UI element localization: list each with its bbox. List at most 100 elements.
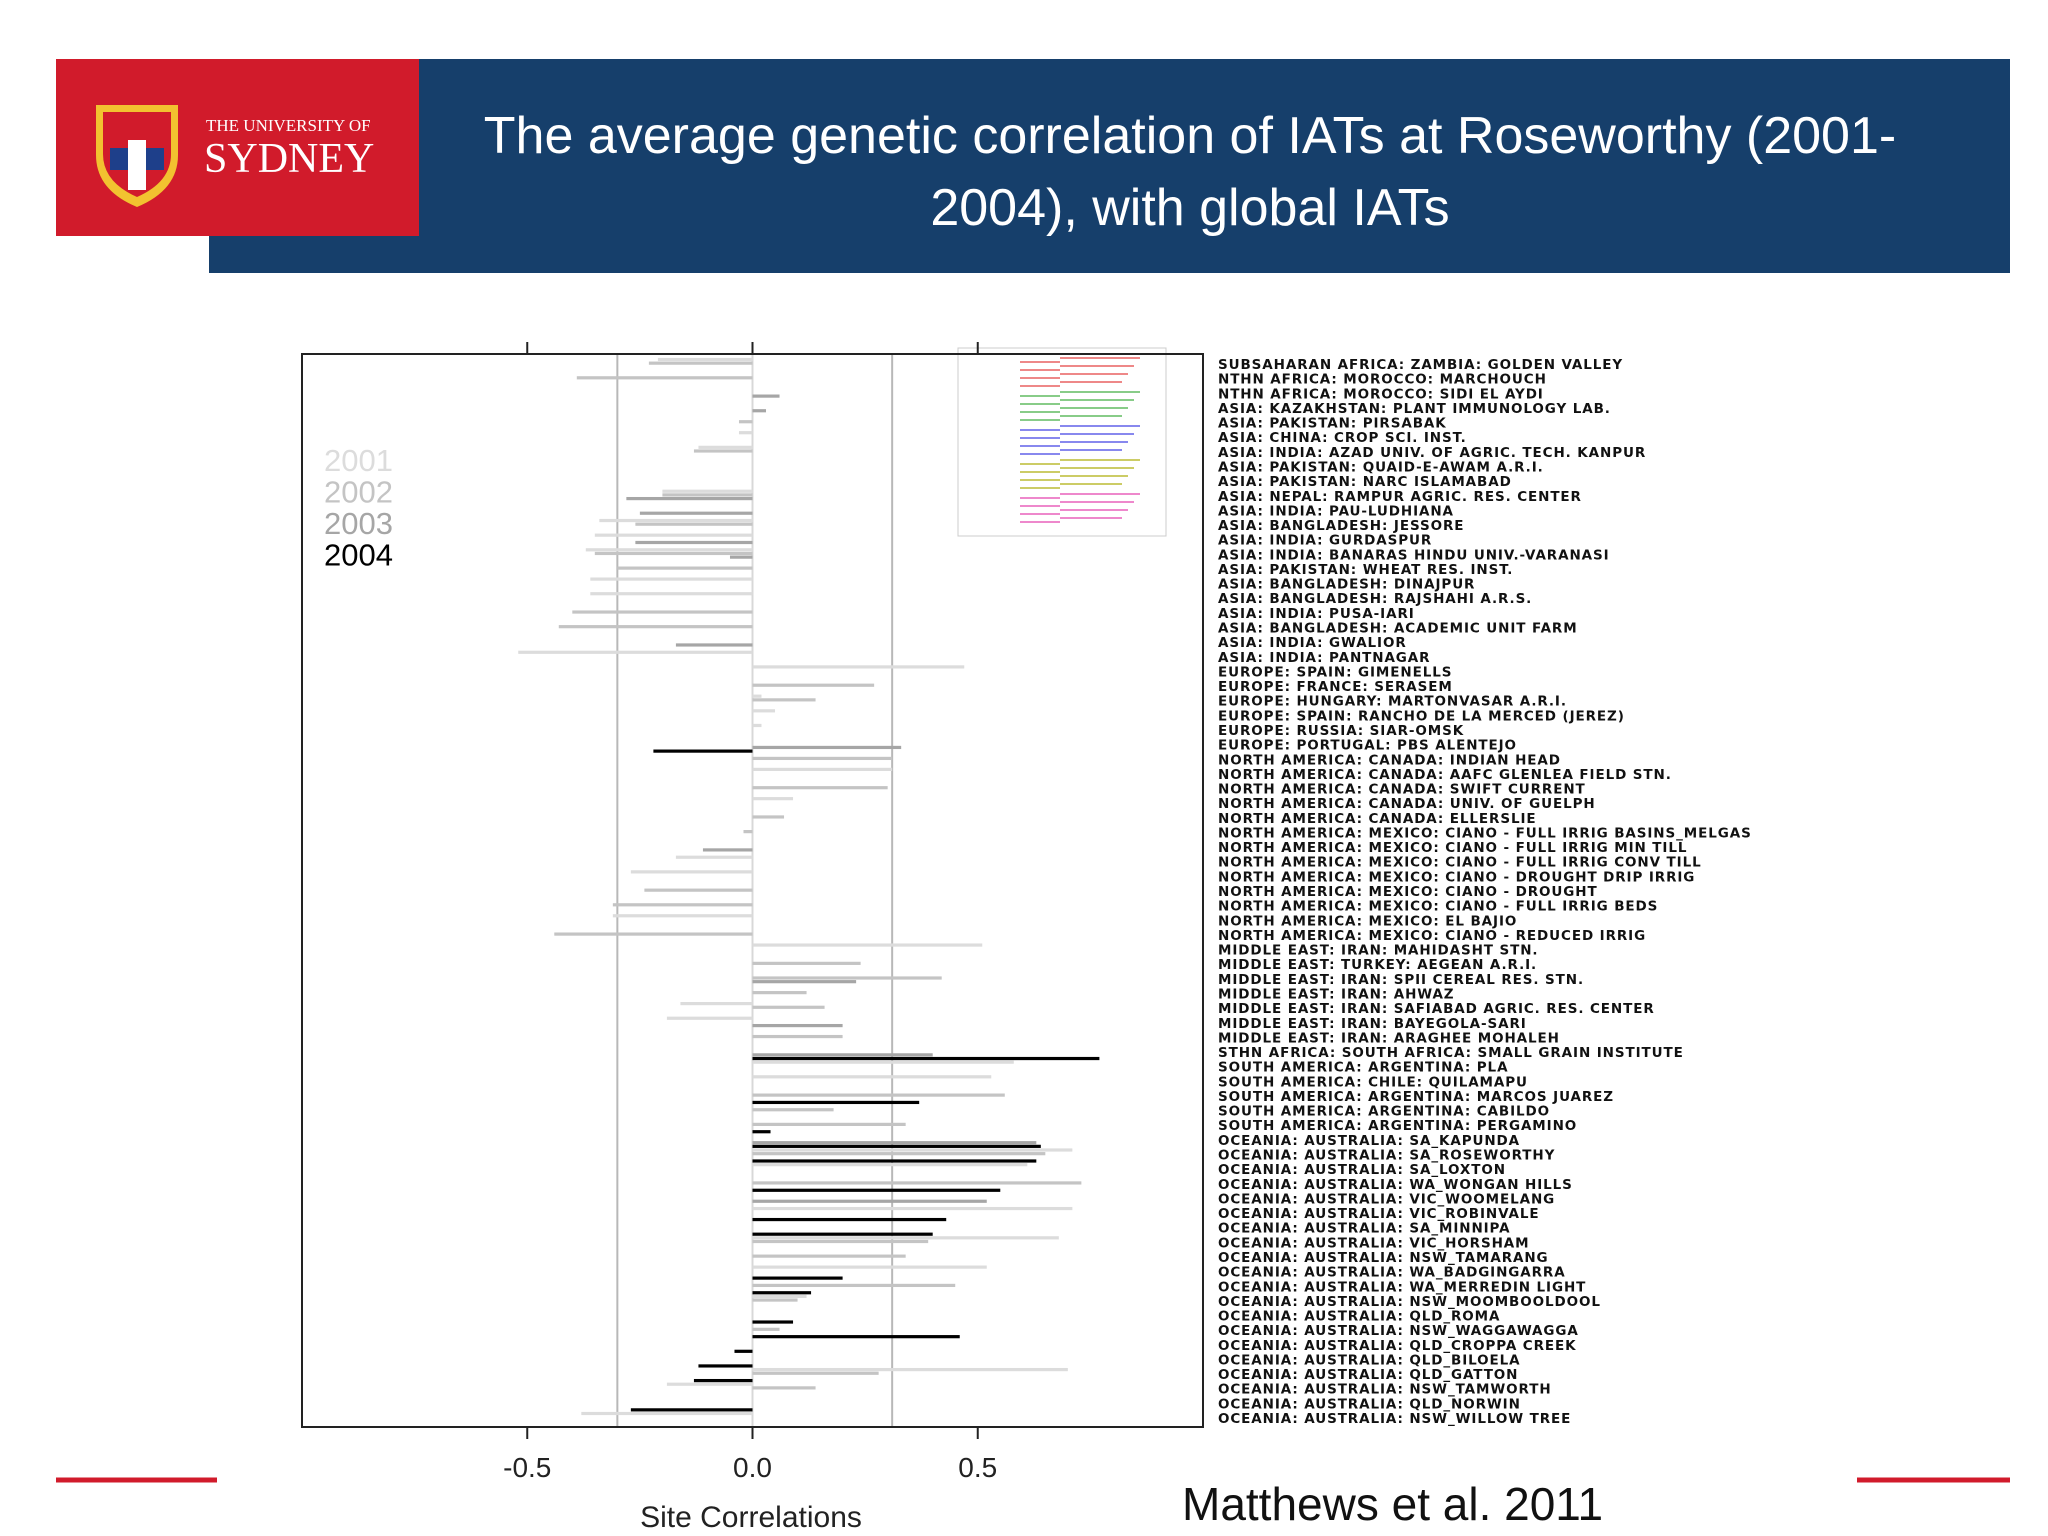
bar <box>752 1217 947 1222</box>
y-tick-label: MIDDLE EAST: IRAN: SAFIABAD AGRIC. RES. … <box>1218 1001 1655 1017</box>
bar <box>752 1148 1073 1152</box>
y-tick-label: ASIA: BANGLADESH: DINAJPUR <box>1218 577 1475 593</box>
bar <box>554 932 753 936</box>
y-tick-label: NORTH AMERICA: MEXICO: CIANO - DROUGHT <box>1218 884 1598 900</box>
bar <box>752 723 762 728</box>
y-tick-label: NORTH AMERICA: CANADA: INDIAN HEAD <box>1218 752 1561 768</box>
bar <box>752 961 861 965</box>
bar <box>752 1141 1037 1145</box>
y-tick-label: ASIA: PAKISTAN: NARC ISLAMABAD <box>1218 474 1512 490</box>
bar <box>752 767 893 771</box>
bar <box>752 797 794 801</box>
y-tick-label: OCEANIA: AUSTRALIA: SA_LOXTON <box>1218 1162 1506 1178</box>
y-tick-label: ASIA: NEPAL: RAMPUR AGRIC. RES. CENTER <box>1218 489 1582 505</box>
y-tick-label: OCEANIA: AUSTRALIA: NSW_TAMWORTH <box>1218 1382 1552 1398</box>
bar <box>752 1254 906 1258</box>
bar <box>752 1181 1082 1185</box>
citation: Matthews et al. 2011 <box>1182 1478 1603 1530</box>
bar <box>752 1232 933 1236</box>
bar <box>752 1108 834 1112</box>
bar <box>617 566 753 570</box>
y-tick-label: OCEANIA: AUSTRALIA: VIC_WOOMELANG <box>1218 1191 1555 1207</box>
bar <box>693 1378 753 1383</box>
y-tick-label: ASIA: PAKISTAN: PIRSABAK <box>1218 416 1447 432</box>
bar <box>752 1056 1100 1061</box>
y-tick-label: SOUTH AMERICA: CHILE: QUILAMAPU <box>1218 1074 1528 1090</box>
bar <box>612 914 753 918</box>
bar <box>752 1294 807 1298</box>
y-tick-label: ASIA: BANGLADESH: ACADEMIC UNIT FARM <box>1218 621 1578 637</box>
bar <box>752 1060 1014 1064</box>
bar <box>752 1005 825 1009</box>
bar <box>752 694 762 698</box>
x-tick-label: 0.0 <box>733 1452 772 1483</box>
bar <box>752 1199 987 1203</box>
y-tick-label: SOUTH AMERICA: ARGENTINA: CABILDO <box>1218 1104 1550 1120</box>
bar <box>752 1386 816 1390</box>
bar <box>752 1239 929 1244</box>
y-tick-label: NORTH AMERICA: MEXICO: CIANO - DROUGHT D… <box>1218 869 1695 885</box>
bar <box>729 555 753 559</box>
y-tick-label: OCEANIA: AUSTRALIA: QLD_NORWIN <box>1218 1396 1521 1412</box>
bar <box>752 1236 1059 1240</box>
y-tick-label: SUBSAHARAN AFRICA: ZAMBIA: GOLDEN VALLEY <box>1218 357 1623 373</box>
y-tick-label: OCEANIA: AUSTRALIA: NSW_WILLOW TREE <box>1218 1411 1571 1427</box>
y-tick-label: ASIA: BANGLADESH: RAJSHAHI A.R.S. <box>1218 591 1532 607</box>
bar <box>675 855 753 859</box>
logo-book <box>128 140 146 190</box>
y-tick-label: MIDDLE EAST: IRAN: AHWAZ <box>1218 986 1455 1002</box>
bar <box>752 709 776 713</box>
bar <box>752 991 807 995</box>
bar <box>752 1291 812 1295</box>
logo-text: SYDNEY <box>204 136 374 182</box>
bar <box>626 496 753 501</box>
bar <box>558 625 753 629</box>
y-tick-label: OCEANIA: AUSTRALIA: VIC_HORSHAM <box>1218 1235 1529 1251</box>
bar <box>752 1206 1073 1211</box>
bar <box>752 1320 794 1324</box>
plot: SUBSAHARAN AFRICA: ZAMBIA: GOLDEN VALLEY… <box>301 342 1751 1534</box>
bar <box>662 489 753 493</box>
bar <box>635 540 753 545</box>
y-tick-label: ASIA: INDIA: PANTNAGAR <box>1218 650 1430 666</box>
y-tick-label: OCEANIA: AUSTRALIA: SA_KAPUNDA <box>1218 1133 1520 1149</box>
y-tick-label: OCEANIA: AUSTRALIA: SA_ROSEWORTHY <box>1218 1148 1555 1164</box>
bar <box>657 357 753 362</box>
bar <box>752 1034 843 1039</box>
bar <box>752 1093 1005 1097</box>
bar <box>752 1122 906 1126</box>
bar <box>743 830 753 834</box>
bar <box>648 361 753 365</box>
bar <box>693 449 753 453</box>
bar <box>635 522 753 526</box>
y-tick-label: NORTH AMERICA: MEXICO: CIANO - FULL IRRI… <box>1218 840 1687 856</box>
bar <box>644 888 753 892</box>
bar <box>752 1327 780 1331</box>
y-tick-label: ASIA: PAKISTAN: QUAID-E-AWAM A.R.I. <box>1218 459 1544 475</box>
y-tick-label: ASIA: KAZAKHSTAN: PLANT IMMUNOLOGY LAB. <box>1218 401 1611 417</box>
bar <box>752 1053 933 1057</box>
bar <box>738 431 753 435</box>
bar <box>662 493 753 497</box>
bar <box>666 1382 753 1386</box>
bar <box>752 1163 1028 1167</box>
y-tick-label: EUROPE: SPAIN: GIMENELLS <box>1218 664 1452 680</box>
bar <box>594 551 753 556</box>
bar <box>590 592 753 596</box>
y-tick-label: ASIA: INDIA: PUSA-IARI <box>1218 606 1415 622</box>
y-tick-label: SOUTH AMERICA: ARGENTINA: PLA <box>1218 1060 1508 1076</box>
slide-title: The average genetic correlation of IATs … <box>483 107 1897 237</box>
x-tick-label: 0.5 <box>958 1452 997 1483</box>
bar <box>752 786 888 790</box>
bar <box>752 745 902 750</box>
y-tick-label: NORTH AMERICA: CANADA: SWIFT CURRENT <box>1218 782 1586 798</box>
y-tick-label: NTHN AFRICA: MOROCCO: SIDI EL AYDI <box>1218 386 1544 402</box>
legend-label: 2003 <box>324 506 393 541</box>
bar <box>639 511 753 515</box>
header-bar <box>209 59 2010 273</box>
bar <box>630 1408 753 1412</box>
bar <box>752 1371 879 1375</box>
bar <box>752 1283 956 1288</box>
bar <box>599 518 753 523</box>
